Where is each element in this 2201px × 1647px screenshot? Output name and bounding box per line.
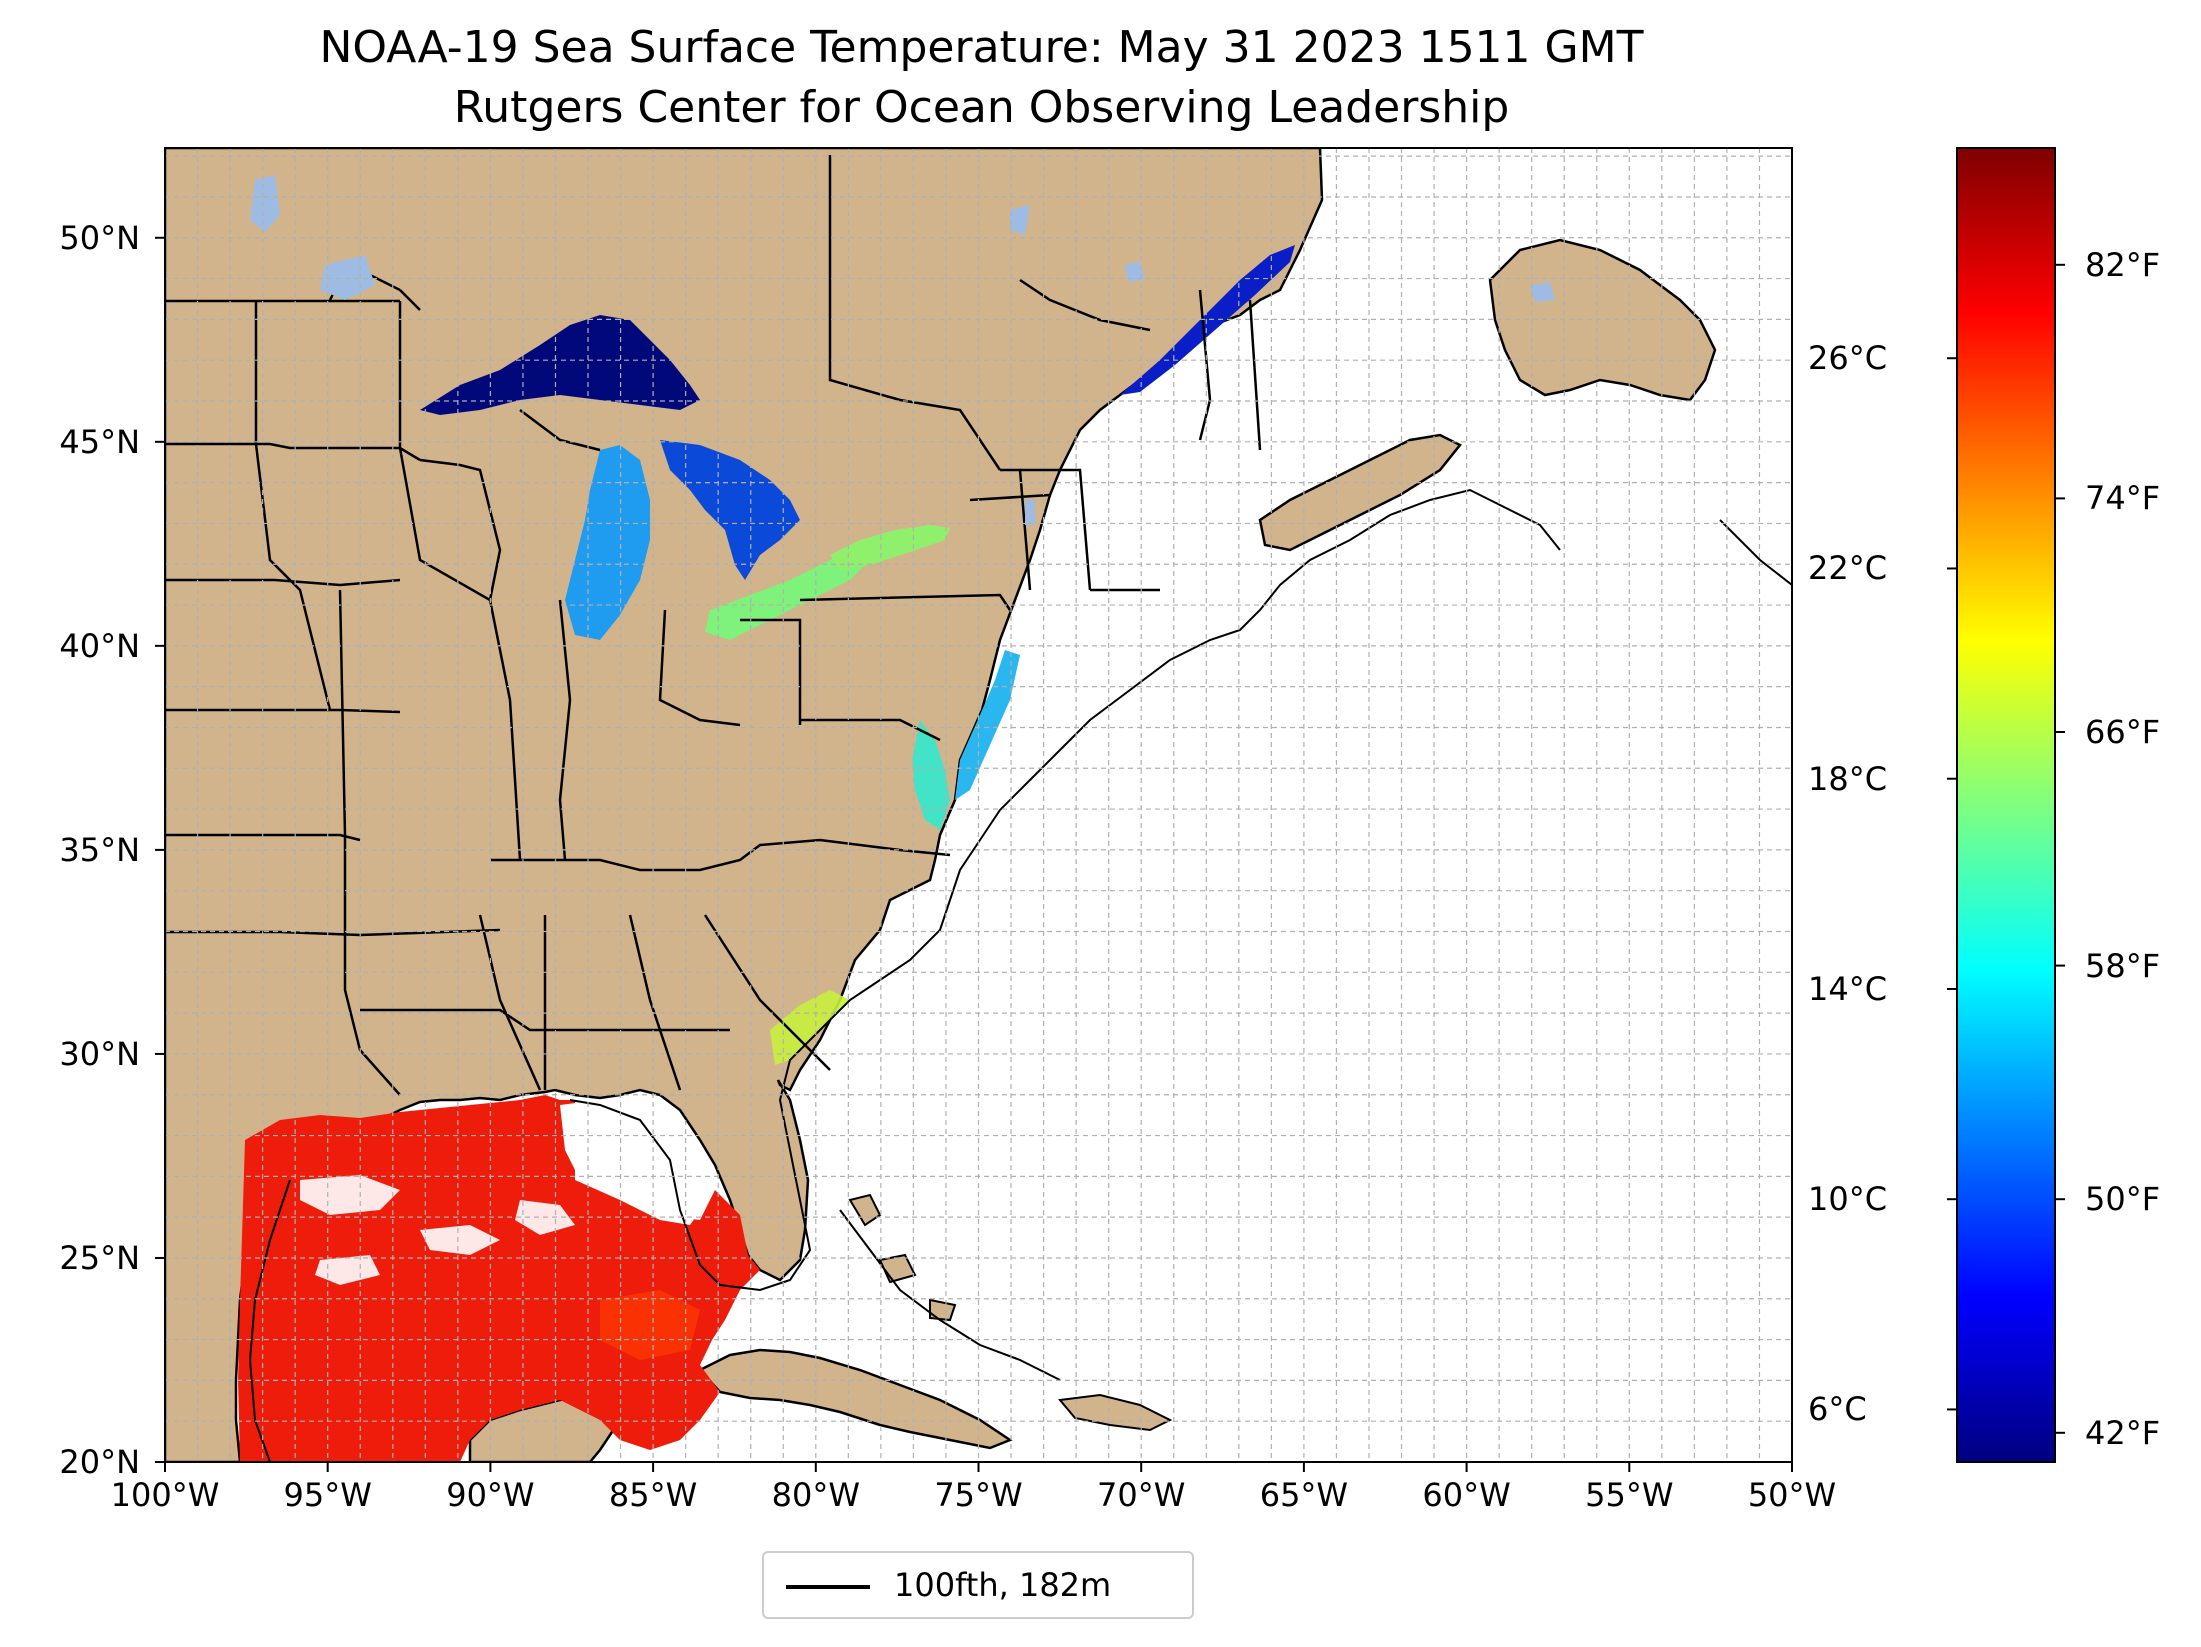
mid-atlantic-sst: [955, 650, 1020, 800]
bathymetry-labrador-contour: [1719, 519, 1792, 586]
colorbar-fahrenheit-label: 50°F: [2085, 1180, 2161, 1219]
lon-tick-label: 90°W: [446, 1476, 535, 1514]
colorbar-celsius-label: 18°C: [1808, 759, 1888, 798]
missing-data-lakes: [250, 175, 1555, 525]
chesapeake-sst: [912, 720, 950, 830]
gulf-warm-patch: [600, 1290, 700, 1360]
lake-huron-sst: [660, 440, 800, 580]
lon-tick-label: 50°W: [1747, 1476, 1837, 1514]
gulf-cloud-patch: [300, 1175, 575, 1285]
lon-tick-label: 85°W: [608, 1476, 698, 1514]
lake-ontario-sst: [830, 525, 950, 570]
map-title: NOAA-19 Sea Surface Temperature: May 31 …: [319, 22, 1644, 73]
lat-tick-label: 20°N: [59, 1443, 140, 1481]
grid-lines: [165, 148, 1792, 1462]
lat-tick-label: 25°N: [59, 1238, 140, 1277]
lon-tick-label: 100°W: [110, 1476, 220, 1514]
colorbar-celsius-label: 6°C: [1808, 1390, 1867, 1429]
bathymetry-100fth-contour: [569, 488, 1561, 1292]
legend-line-swatch: [786, 1585, 870, 1589]
lat-tick-label: 45°N: [59, 422, 140, 461]
legend-label: 100fth, 182m: [894, 1566, 1112, 1604]
lon-tick-label: 75°W: [934, 1476, 1023, 1514]
colorbar-fahrenheit-label: 66°F: [2085, 713, 2161, 751]
colorbar-celsius-label: 14°C: [1808, 969, 1888, 1008]
colorbar-celsius-label: 10°C: [1808, 1180, 1888, 1219]
colorbar-celsius-label: 26°C: [1808, 339, 1888, 378]
colorbar-celsius-label: 22°C: [1808, 549, 1888, 588]
colorbar-fahrenheit-label: 58°F: [2085, 946, 2161, 985]
lon-tick-label: 55°W: [1585, 1476, 1674, 1514]
lake-erie-sst: [705, 548, 870, 640]
lon-tick-label: 70°W: [1097, 1476, 1186, 1514]
lon-tick-label: 60°W: [1422, 1476, 1511, 1514]
bathymetry-bahamas-contour: [839, 1209, 1061, 1381]
lat-tick-label: 30°N: [59, 1034, 140, 1073]
legend: 100fth, 182m: [762, 1551, 1194, 1619]
bathymetry-gulf-contour: [248, 1179, 291, 1462]
lat-tick-label: 35°N: [59, 830, 140, 869]
map-ticks: [155, 236, 1793, 1472]
lon-tick-label: 65°W: [1259, 1476, 1349, 1514]
hispaniola-land: [1058, 1393, 1173, 1432]
cuba-land: [697, 1348, 1013, 1450]
lake-superior-sst: [420, 315, 700, 415]
lon-tick-label: 95°W: [283, 1476, 372, 1514]
colorbar-ticks: [1947, 263, 2065, 1434]
colorbar-fahrenheit-label: 74°F: [2085, 479, 2161, 518]
lon-tick-label: 80°W: [771, 1476, 860, 1514]
lake-michigan-sst: [565, 445, 650, 640]
map-subtitle: Rutgers Center for Ocean Observing Leade…: [453, 82, 1510, 133]
colorbar: [1956, 147, 2056, 1463]
lat-tick-label: 50°N: [59, 218, 140, 257]
colorbar-fahrenheit-label: 82°F: [2085, 245, 2161, 284]
colorbar-fahrenheit-label: 42°F: [2085, 1413, 2161, 1452]
florida-coast-sst: [770, 990, 850, 1065]
st-lawrence-sst: [1120, 245, 1295, 395]
lat-tick-label: 40°N: [59, 626, 140, 665]
